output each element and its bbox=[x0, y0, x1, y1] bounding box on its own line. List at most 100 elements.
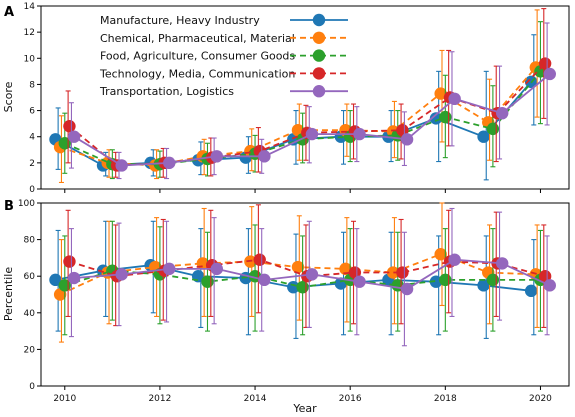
data-point bbox=[63, 120, 76, 133]
ytick-label: 40 bbox=[24, 309, 36, 319]
data-point bbox=[434, 87, 447, 100]
legend-label: Transportation, Logistics bbox=[99, 85, 234, 98]
data-point bbox=[291, 123, 305, 137]
data-point bbox=[163, 156, 176, 170]
data-point bbox=[400, 282, 414, 296]
series-line bbox=[59, 66, 537, 167]
ytick-label: 20 bbox=[24, 345, 36, 355]
data-point bbox=[258, 273, 271, 287]
data-point bbox=[339, 262, 352, 276]
data-point bbox=[434, 248, 447, 261]
data-point bbox=[538, 270, 552, 283]
data-point bbox=[67, 271, 81, 285]
ytick-label: 2 bbox=[29, 159, 35, 169]
data-point bbox=[305, 268, 319, 281]
panel-b-series bbox=[49, 202, 556, 347]
data-point bbox=[49, 273, 62, 287]
series-3 bbox=[58, 21, 547, 180]
legend: Manufacture, Heavy Industry Chemical, Pha… bbox=[99, 13, 348, 98]
data-point bbox=[496, 106, 509, 120]
data-point bbox=[496, 257, 509, 270]
data-point bbox=[429, 275, 443, 288]
legend-label: Technology, Media, Communication bbox=[99, 67, 295, 80]
series-5 bbox=[67, 207, 556, 347]
data-point bbox=[524, 284, 538, 298]
data-point bbox=[115, 159, 128, 172]
x-axis-label: Year bbox=[292, 402, 317, 415]
ytick-label: 10 bbox=[24, 54, 36, 64]
data-point bbox=[353, 275, 366, 288]
xtick-label: 2020 bbox=[529, 394, 552, 404]
data-point bbox=[543, 67, 556, 81]
xtick-label: 2014 bbox=[244, 394, 267, 404]
data-point bbox=[477, 130, 490, 143]
data-point bbox=[400, 133, 414, 146]
legend-marker bbox=[312, 67, 326, 80]
data-point bbox=[429, 112, 443, 125]
data-point bbox=[477, 279, 490, 292]
data-point bbox=[291, 260, 305, 274]
panel-a-label: A bbox=[4, 5, 14, 20]
ytick-label: 0 bbox=[29, 382, 35, 392]
data-point bbox=[210, 262, 224, 276]
legend-label: Food, Agriculture, Consumer Goods bbox=[100, 50, 295, 63]
data-point bbox=[543, 279, 556, 292]
data-point bbox=[210, 150, 224, 163]
data-point bbox=[287, 280, 300, 294]
data-point bbox=[67, 130, 81, 143]
data-point bbox=[258, 150, 271, 163]
legend-label: Manufacture, Heavy Industry bbox=[100, 14, 260, 27]
ytick-label: 60 bbox=[24, 272, 36, 282]
data-point bbox=[296, 280, 309, 294]
data-point bbox=[538, 57, 552, 70]
data-point bbox=[486, 273, 500, 287]
data-point bbox=[63, 255, 76, 268]
panel-b-xticks: 2010 2012 2014 2016 2018 2020 bbox=[53, 386, 552, 404]
ytick-label: 100 bbox=[18, 199, 35, 209]
data-point bbox=[353, 127, 366, 141]
data-point bbox=[439, 110, 452, 124]
ytick-label: 14 bbox=[24, 2, 36, 12]
xtick-label: 2016 bbox=[339, 394, 362, 404]
panel-a-yticks: 0 2 4 6 8 10 12 14 bbox=[24, 2, 41, 195]
data-point bbox=[386, 266, 400, 279]
data-point bbox=[348, 266, 362, 279]
ytick-label: 12 bbox=[24, 28, 35, 38]
panel-b-yticks: 0 20 40 60 80 100 bbox=[18, 199, 41, 392]
data-point bbox=[439, 273, 452, 287]
panel-a-ylabel: Score bbox=[2, 81, 15, 112]
data-point bbox=[448, 253, 461, 266]
data-point bbox=[486, 122, 500, 136]
data-point bbox=[305, 127, 319, 141]
data-point bbox=[201, 275, 214, 288]
data-point bbox=[253, 253, 266, 266]
data-point bbox=[448, 92, 461, 106]
panel-a-xticks bbox=[64, 189, 541, 193]
panel-a-frame bbox=[40, 5, 570, 190]
legend-label: Chemical, Pharmaceutical, Material bbox=[100, 32, 295, 45]
legend-marker bbox=[312, 13, 326, 27]
panel-a: A Score 0 2 4 6 8 10 12 14 Manufacture, Heavy I… bbox=[2, 2, 570, 195]
data-point bbox=[396, 266, 409, 279]
ytick-label: 6 bbox=[29, 107, 35, 117]
ytick-label: 8 bbox=[29, 80, 35, 90]
panel-a-series bbox=[49, 8, 556, 184]
data-point bbox=[115, 268, 128, 281]
legend-marker bbox=[312, 85, 326, 98]
xtick-label: 2012 bbox=[148, 394, 171, 404]
panel-b-frame bbox=[40, 202, 570, 387]
data-point bbox=[163, 262, 176, 276]
panel-b-label: B bbox=[4, 199, 14, 214]
ytick-label: 0 bbox=[29, 185, 35, 195]
data-point bbox=[53, 288, 67, 301]
xtick-label: 2010 bbox=[53, 394, 76, 404]
legend-marker bbox=[312, 31, 326, 44]
xtick-label: 2018 bbox=[434, 394, 457, 404]
ytick-label: 4 bbox=[29, 133, 35, 143]
data-point bbox=[396, 123, 409, 137]
legend-marker bbox=[312, 49, 326, 62]
series-5 bbox=[67, 22, 556, 180]
ytick-label: 80 bbox=[24, 236, 36, 246]
